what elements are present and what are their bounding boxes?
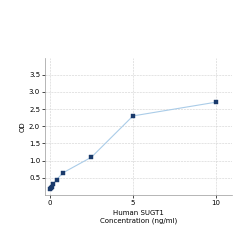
Y-axis label: OD: OD: [20, 121, 26, 132]
X-axis label: Human SUGT1
Concentration (ng/ml): Human SUGT1 Concentration (ng/ml): [100, 210, 178, 224]
